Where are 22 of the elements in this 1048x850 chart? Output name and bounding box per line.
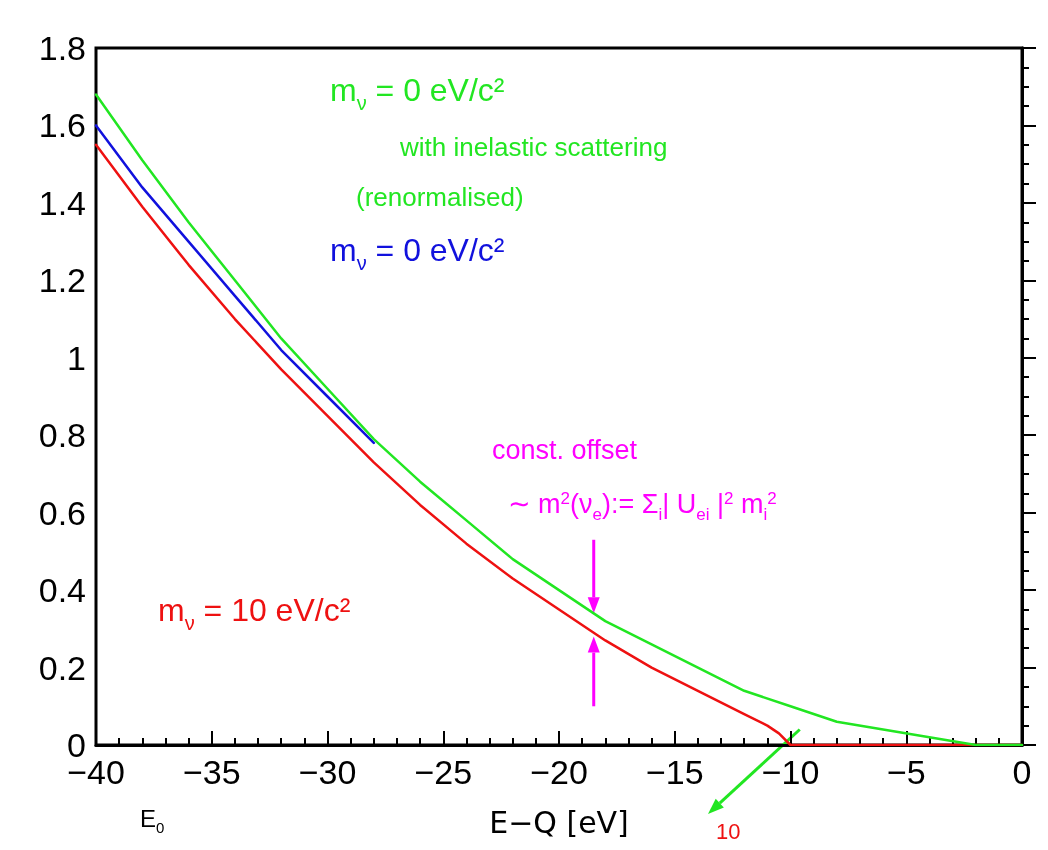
text: 10 <box>716 818 741 844</box>
y-tick-label: 1.4 <box>38 183 86 222</box>
y-tick-label: 0.4 <box>38 571 86 610</box>
x-tick-label: −15 <box>645 753 704 791</box>
y-tick-label: 1.6 <box>38 106 86 145</box>
y-tick-label: 1 <box>67 338 86 377</box>
y-tick-label: 1.8 <box>38 29 86 67</box>
y-tick-label: 0.8 <box>38 416 86 455</box>
x-tick-label: −20 <box>530 753 588 791</box>
x-tick-label: −30 <box>298 753 357 791</box>
x-tick-label: −10 <box>761 753 820 791</box>
y-tick-label: 0.6 <box>38 493 86 532</box>
annotation: const. offset <box>492 434 638 465</box>
y-tick-label: 0.2 <box>38 648 86 687</box>
annotation: (renormalised) <box>356 182 524 212</box>
x-tick-label: −35 <box>182 753 241 791</box>
x-tick-label: 0 <box>1012 753 1032 791</box>
x-tick-label: −25 <box>414 753 473 791</box>
x-tick-label: −5 <box>886 753 926 791</box>
annotation: with inelastic scattering <box>399 132 668 162</box>
x-axis-title: E−Q [eV] <box>489 804 629 840</box>
y-tick-label: 1.2 <box>38 261 86 300</box>
